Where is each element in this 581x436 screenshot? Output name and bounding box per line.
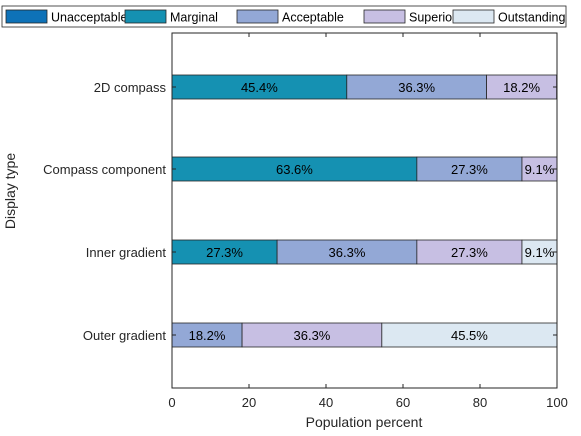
- legend-swatch-acceptable: [236, 9, 279, 24]
- legend-swatch-outstanding: [452, 9, 495, 24]
- x-tick-label: 20: [242, 395, 256, 410]
- x-tick-label: 60: [396, 395, 410, 410]
- x-tick-label: 100: [546, 395, 568, 410]
- data-label-2d-compass-superior: 18.2%: [503, 80, 540, 95]
- legend: Unacceptable Marginal Acceptable Superior Ou…: [1, 5, 567, 28]
- plot-frame: [171, 32, 558, 389]
- legend-swatch-marginal: [124, 9, 167, 24]
- data-label-inner-gradient-outstanding: 9.1%: [525, 245, 555, 260]
- bar-outer-gradient-superior: [241, 322, 383, 348]
- data-label-outer-gradient-acceptable: 18.2%: [189, 328, 226, 343]
- legend-label-outstanding: Outstanding: [498, 11, 565, 25]
- x-tick-label: 40: [319, 395, 333, 410]
- x-tick-label: 0: [168, 395, 175, 410]
- data-label-2d-compass-marginal: 45.4%: [241, 80, 278, 95]
- bar-compass-component-superior: [521, 156, 558, 182]
- data-label-outer-gradient-superior: 36.3%: [294, 328, 331, 343]
- legend-label-unacceptable: Unacceptable: [51, 11, 127, 25]
- bar-outer-gradient-outstanding: [381, 322, 558, 348]
- data-label-outer-gradient-outstanding: 45.5%: [451, 328, 488, 343]
- y-tick-label-compass-component: Compass component: [43, 162, 166, 177]
- data-label-compass-component-acceptable: 27.3%: [451, 162, 488, 177]
- bar-2d-compass-acceptable: [346, 74, 487, 100]
- legend-label-acceptable: Acceptable: [282, 11, 344, 25]
- legend-swatch-unacceptable: [5, 9, 48, 24]
- axes: 0 20 40 60 80 100 2D compass Compass component I…: [43, 32, 568, 410]
- y-tick-label-outer-gradient: Outer gradient: [83, 328, 166, 343]
- legend-swatch-superior: [363, 9, 406, 24]
- legend-label-superior: Superior: [409, 11, 456, 25]
- bar-2d-compass-superior: [486, 74, 558, 100]
- data-label-compass-component-superior: 9.1%: [525, 162, 555, 177]
- legend-label-marginal: Marginal: [170, 11, 218, 25]
- data-label-inner-gradient-superior: 27.3%: [451, 245, 488, 260]
- data-label-inner-gradient-marginal: 27.3%: [206, 245, 243, 260]
- x-tick-label: 80: [473, 395, 487, 410]
- bar-inner-gradient-outstanding: [521, 239, 558, 265]
- data-label-2d-compass-acceptable: 36.3%: [398, 80, 435, 95]
- bar-compass-component-acceptable: [416, 156, 523, 182]
- y-tick-label-inner-gradient: Inner gradient: [86, 245, 167, 260]
- bar-2d-compass-marginal: [171, 74, 348, 100]
- y-tick-label-2d-compass: 2D compass: [94, 80, 167, 95]
- y-axis-title: Display type: [2, 153, 18, 229]
- bar-inner-gradient-acceptable: [276, 239, 418, 265]
- bar-compass-component-marginal: [171, 156, 418, 182]
- bar-inner-gradient-superior: [416, 239, 523, 265]
- x-axis-title: Population percent: [306, 414, 423, 430]
- data-label-compass-component-marginal: 63.6%: [276, 162, 313, 177]
- data-label-inner-gradient-acceptable: 36.3%: [329, 245, 366, 260]
- plot-area: 45.4% 36.3% 18.2% 63.6% 27.3% 9.1% 27.3% 36.3% 2…: [171, 74, 558, 348]
